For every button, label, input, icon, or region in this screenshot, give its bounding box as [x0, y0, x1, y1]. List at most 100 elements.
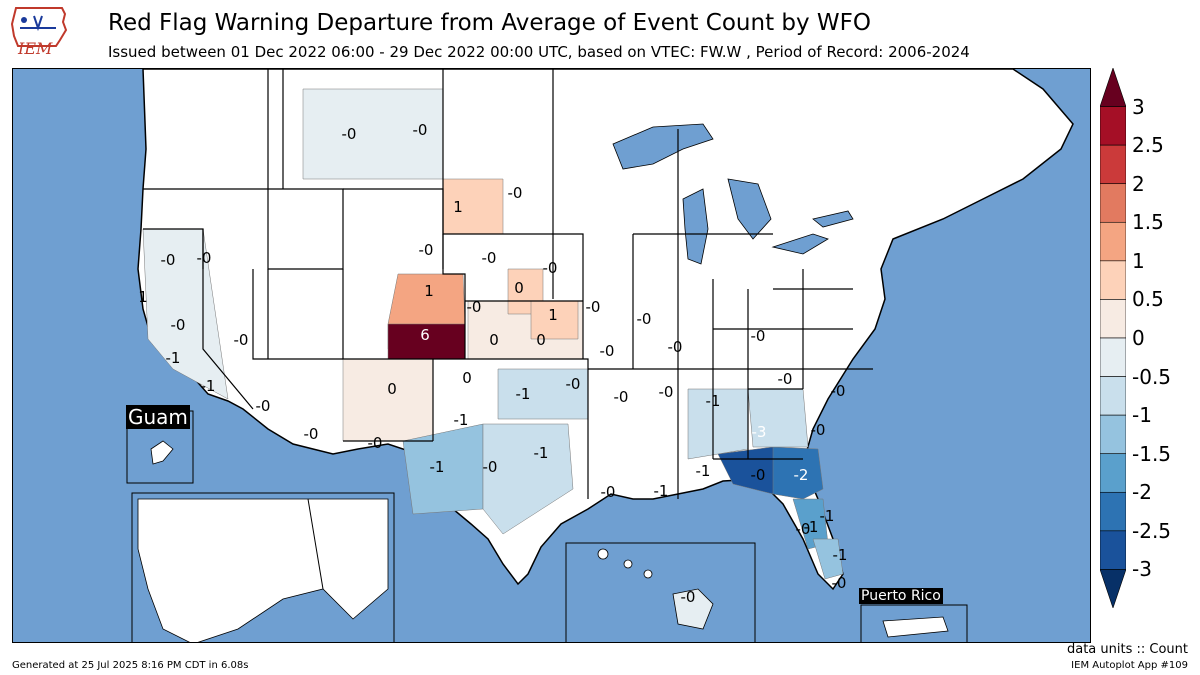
wfo-value-label: -0: [197, 249, 212, 267]
wfo-value-label: 1: [138, 288, 148, 306]
wfo-value-label: -1: [454, 411, 469, 429]
wfo-value-label: -0: [342, 125, 357, 143]
wfo-value-label: 0: [387, 380, 397, 398]
colorbar-tick-label: 0.5: [1132, 287, 1164, 312]
wfo-value-label: 6: [420, 326, 430, 344]
wfo-value-label: -1: [706, 392, 721, 410]
wfo-value-label: -1: [654, 482, 669, 500]
data-units-note: data units :: Count: [1066, 642, 1188, 657]
colorbar-bin: [1100, 414, 1126, 455]
colorbar-bin: [1100, 376, 1126, 416]
puerto-rico-label: Puerto Rico: [859, 588, 943, 604]
wfo-value-label: -2: [794, 466, 809, 484]
wfo-value-label: -0: [832, 574, 847, 592]
wfo-value-label: -2: [559, 492, 574, 510]
wfo-value-label: 1: [548, 306, 558, 324]
wfo-value-label: -1: [430, 458, 445, 476]
guam-label: Guam: [126, 405, 190, 429]
colorbar-tick-label: -2: [1132, 480, 1152, 505]
colorbar-bin: [1100, 68, 1126, 107]
wfo-value-label: -0: [413, 121, 428, 139]
iem-logo: IEM: [10, 7, 68, 58]
wfo-value-label: -0: [659, 383, 674, 401]
colorbar-bin: [1100, 491, 1126, 532]
wfo-value-label: -0: [483, 458, 498, 476]
region-nm: [342, 358, 434, 442]
colorbar-bin: [1100, 453, 1126, 493]
colorbar-tick-label: -0.5: [1132, 364, 1172, 389]
wfo-value-label: 0: [462, 369, 472, 387]
colorbar-tick-label: 0: [1132, 326, 1145, 350]
wfo-value-label: -1: [804, 518, 819, 536]
wfo-value-label: -1: [534, 444, 549, 462]
wfo-value-label: -0: [811, 421, 826, 439]
generated-note: Generated at 25 Jul 2025 8:16 PM CDT in …: [12, 660, 249, 671]
lake-superior: [612, 123, 714, 170]
colorbar-tick-label: 2: [1132, 171, 1145, 196]
lake-michigan: [682, 188, 709, 265]
wfo-value-label: -0: [171, 316, 186, 334]
colorbar-bin: [1100, 530, 1126, 570]
wfo-value-label: -0: [601, 483, 616, 501]
colorbar-tick-label: -3: [1132, 557, 1152, 582]
wfo-value-label: -0: [751, 327, 766, 345]
colorbar-bin: [1100, 221, 1126, 262]
hawaii-inset: [565, 542, 756, 642]
colorbar-tick-label: 1: [1132, 248, 1145, 273]
wfo-value-label: -0: [796, 520, 811, 538]
wfo-value-label: -1: [201, 377, 216, 395]
colorbar-bin: [1100, 260, 1126, 300]
wfo-value-label: -0: [668, 338, 683, 356]
wfo-value-label: -1: [696, 462, 711, 480]
wfo-value-label: -0: [467, 298, 482, 316]
colorbar-tick-label: -1.5: [1132, 441, 1172, 466]
colorbar-tick-label: -1: [1132, 403, 1152, 428]
region-fl-mfl: [812, 538, 844, 580]
wfo-value-label: -0: [566, 375, 581, 393]
wfo-value-label: -0: [304, 425, 319, 443]
wfo-value-label: -0: [419, 241, 434, 259]
colorbar-bin: [1100, 144, 1126, 185]
wfo-value-label: -1: [166, 349, 181, 367]
colorbar-tick-label: 1.5: [1132, 210, 1164, 235]
wfo-value-label: -0: [482, 249, 497, 267]
wfo-value-label: -0: [586, 298, 601, 316]
region-tx-c: [482, 423, 574, 535]
chart-subtitle: Issued between 01 Dec 2022 06:00 - 29 De…: [108, 43, 970, 61]
conus-land: [137, 69, 1074, 591]
lake-ontario: [812, 210, 854, 228]
wfo-value-label: -0: [614, 388, 629, 406]
wfo-value-label: -0: [508, 184, 523, 202]
wfo-value-label: 1: [424, 282, 434, 300]
wfo-value-label: -0: [600, 342, 615, 360]
lake-erie: [771, 233, 829, 255]
chart-title: Red Flag Warning Departure from Average …: [108, 10, 872, 36]
colorbar-tick-label: -2.5: [1132, 518, 1172, 543]
wfo-value-label: -0: [368, 434, 383, 452]
colorbar: [1100, 68, 1126, 608]
map-area: -0 -0 1 -0 -0 -0 -0 -0 -0 1 1 0 -0 1 -0 -0 -1 -0 6 0 0 -0 -0 -0…: [12, 68, 1091, 643]
region-wy: [442, 178, 504, 235]
wfo-value-label: -0: [831, 382, 846, 400]
wfo-value-labels: -0 -01-0-0 -0-0-0 -01 1 0-0 1-0-0-1-06 0 0-0-0-0…: [138, 121, 847, 606]
wfo-value-label: 0: [536, 331, 546, 349]
wfo-value-label: 1: [453, 198, 463, 216]
wfo-value-label: -0: [637, 310, 652, 328]
wfo-value-label: -3: [752, 423, 767, 441]
wfo-value-label: -1: [820, 507, 835, 525]
app-note: IEM Autoplot App #109: [1071, 660, 1188, 671]
wfo-value-label: -0: [681, 588, 696, 606]
colorbar-bin: [1100, 337, 1126, 377]
wfo-value-label: -1: [516, 385, 531, 403]
colorbar-bin: [1100, 299, 1126, 339]
wfo-value-label: -0: [234, 331, 249, 349]
wfo-value-label: -0: [751, 466, 766, 484]
state-borders: [143, 69, 873, 499]
colorbar-bin: [1100, 183, 1126, 223]
svg-text:IEM: IEM: [17, 39, 53, 58]
wfo-value-label: -0: [256, 397, 271, 415]
colorbar-bin: [1100, 106, 1126, 146]
wfo-value-label: 0: [489, 331, 499, 349]
wfo-value-label: 0: [514, 279, 524, 297]
colorbar-bin: [1100, 569, 1126, 608]
